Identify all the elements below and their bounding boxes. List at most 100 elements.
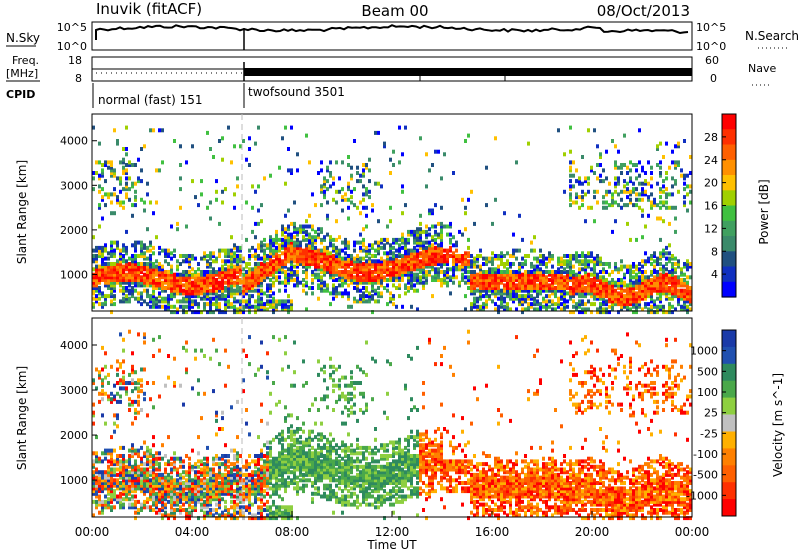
- velocity-cell: [233, 454, 236, 458]
- power-cell: [647, 195, 650, 199]
- power-cell: [683, 174, 686, 178]
- power-cell: [485, 299, 488, 303]
- power-cell: [632, 262, 635, 266]
- power-cell: [236, 246, 239, 250]
- power-cell: [296, 238, 299, 242]
- velocity-cell: [134, 381, 137, 385]
- power-cell: [338, 190, 341, 194]
- power-cell: [134, 190, 137, 194]
- velocity-cell: [197, 392, 200, 396]
- velocity-cell: [248, 362, 251, 366]
- velocity-cell: [104, 470, 107, 474]
- power-cell: [314, 246, 317, 250]
- power-cell: [377, 291, 380, 295]
- power-cell: [107, 160, 110, 164]
- velocity-cell: [248, 335, 251, 339]
- power-cell: [662, 265, 665, 269]
- velocity-cell: [182, 465, 185, 469]
- power-cell: [374, 275, 377, 279]
- velocity-cell: [224, 443, 227, 447]
- power-cell: [425, 270, 428, 274]
- power-cell: [674, 206, 677, 210]
- power-cell: [191, 144, 194, 148]
- power-cell: [287, 225, 290, 229]
- power-cell: [479, 265, 482, 269]
- power-cell: [437, 222, 440, 226]
- power-cell: [197, 203, 200, 207]
- power-cell: [659, 160, 662, 164]
- power-cell: [674, 179, 677, 183]
- power-cell: [107, 257, 110, 261]
- power-cell: [674, 230, 677, 234]
- power-cell: [362, 257, 365, 261]
- velocity-cell: [119, 362, 122, 366]
- power-cell: [560, 302, 563, 306]
- velocity-cell: [221, 497, 224, 501]
- velocity-cell: [101, 470, 104, 474]
- noise-left-tick-top: 10^5: [57, 21, 87, 34]
- power-cell: [548, 283, 551, 287]
- power-cell: [680, 168, 683, 172]
- power-cell: [647, 257, 650, 261]
- power-cell: [356, 254, 359, 258]
- power-cell: [404, 126, 407, 130]
- power-cell: [299, 225, 302, 229]
- power-cell: [365, 299, 368, 303]
- power-cell: [515, 249, 518, 253]
- power-cell: [467, 134, 470, 138]
- velocity-cell: [113, 478, 116, 482]
- power-cell: [644, 179, 647, 183]
- power-cell: [392, 150, 395, 154]
- power-cell: [347, 217, 350, 221]
- velocity-cell: [140, 446, 143, 450]
- velocity-cell: [122, 497, 125, 501]
- power-cell: [98, 190, 101, 194]
- power-cell: [500, 270, 503, 274]
- power-colorbar-label: Power [dB]: [757, 179, 771, 244]
- power-cell: [182, 270, 185, 274]
- power-cell: [644, 275, 647, 279]
- power-cell: [632, 275, 635, 279]
- power-cell: [185, 254, 188, 258]
- velocity-cell: [155, 492, 158, 496]
- velocity-cell: [215, 508, 218, 512]
- power-cell: [437, 267, 440, 271]
- velocity-cell: [158, 462, 161, 466]
- velocity-cell: [143, 397, 146, 401]
- power-cell: [191, 299, 194, 303]
- power-cell: [659, 195, 662, 199]
- velocity-cell: [137, 508, 140, 512]
- power-cell: [143, 243, 146, 247]
- power-cell: [515, 160, 518, 164]
- power-cell: [341, 241, 344, 245]
- power-cell: [575, 251, 578, 255]
- cpid-mode-normal: normal (fast) 151: [98, 93, 202, 107]
- power-cell: [683, 278, 686, 282]
- power-cell: [665, 201, 668, 205]
- velocity-cell: [221, 511, 224, 515]
- power-cell: [434, 150, 437, 154]
- power-cell: [434, 267, 437, 271]
- power-cell: [590, 278, 593, 282]
- power-cell: [266, 299, 269, 303]
- power-cell: [410, 305, 413, 309]
- velocity-cell: [227, 365, 230, 369]
- velocity-cell: [182, 508, 185, 512]
- power-cell: [563, 254, 566, 258]
- power-cell: [134, 254, 137, 258]
- velocity-cell: [140, 457, 143, 461]
- power-cell: [623, 203, 626, 207]
- power-cell: [338, 283, 341, 287]
- power-cell: [161, 297, 164, 301]
- power-cell: [137, 158, 140, 162]
- velocity-cell: [149, 478, 152, 482]
- power-cell: [161, 281, 164, 285]
- power-cell: [386, 302, 389, 306]
- power-cell: [254, 289, 257, 293]
- power-cell: [683, 195, 686, 199]
- power-cell: [323, 246, 326, 250]
- power-cell: [428, 227, 431, 231]
- power-cell: [665, 187, 668, 191]
- power-cell: [605, 150, 608, 154]
- power-cell: [263, 243, 266, 247]
